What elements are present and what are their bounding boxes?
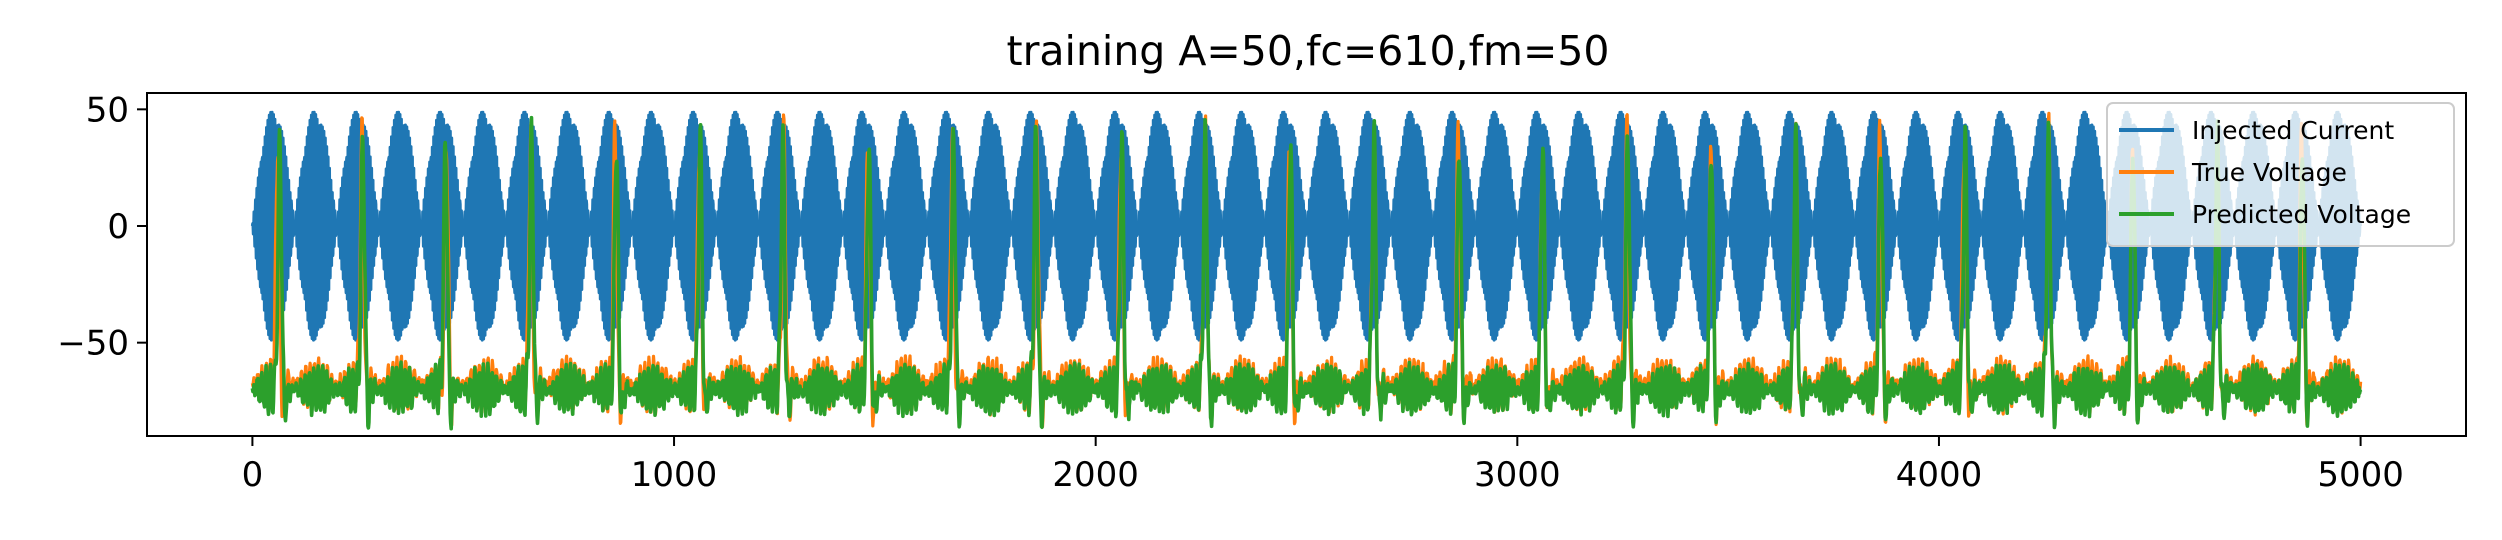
legend-label-predicted-voltage: Predicted Voltage	[2192, 200, 2411, 229]
legend-box	[2106, 102, 2455, 247]
series-layer	[250, 110, 2363, 431]
series-line-predicted-voltage	[250, 115, 2363, 431]
y-axis: 50 0 −50	[57, 90, 147, 364]
x-tick-label: 0	[242, 455, 264, 495]
y-tick-label: 0	[107, 207, 129, 247]
series-line-injected-current	[250, 110, 2363, 342]
chart-title: training A=50,fc=610,fm=50	[1007, 27, 1610, 75]
x-tick-label: 4000	[1896, 455, 1983, 495]
plot-frame	[146, 92, 2467, 437]
x-tick-label: 2000	[1052, 455, 1139, 495]
y-tick-label: 50	[86, 90, 129, 130]
legend-label-true-voltage: True Voltage	[2191, 158, 2347, 187]
legend-label-injected-current: Injected Current	[2192, 116, 2394, 145]
x-tick-label: 3000	[1474, 455, 1561, 495]
legend: Injected Current True Voltage Predicted …	[2106, 102, 2455, 247]
x-axis: 0 1000 2000 3000 4000 5000	[242, 436, 2404, 495]
x-tick-label: 1000	[631, 455, 718, 495]
y-tick-label: −50	[57, 324, 129, 364]
x-tick-label: 5000	[2317, 455, 2404, 495]
